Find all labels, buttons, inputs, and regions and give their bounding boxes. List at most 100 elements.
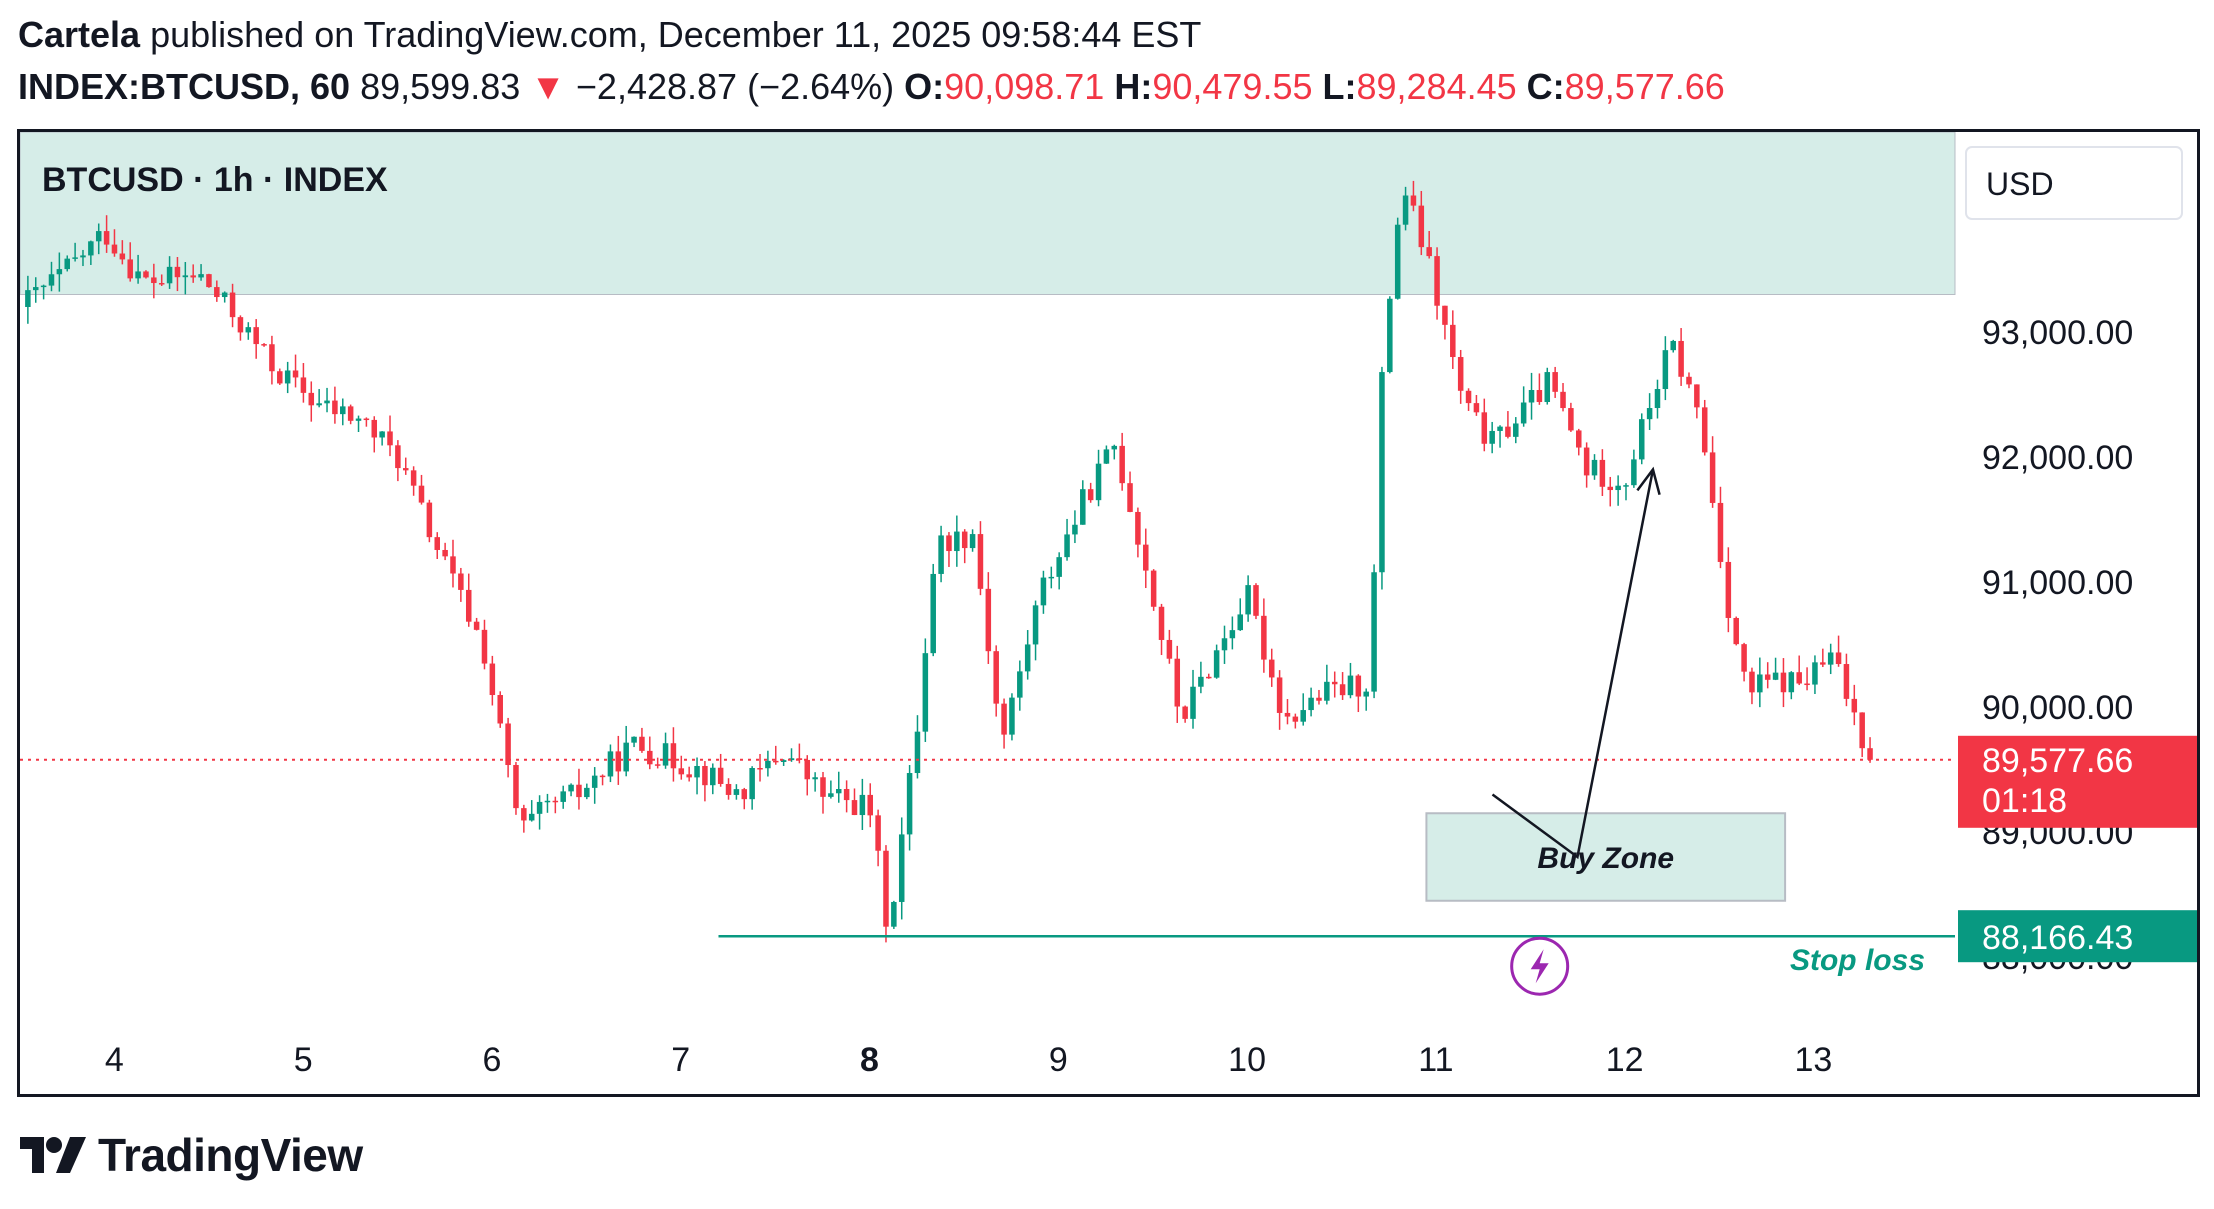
candle-body[interactable] xyxy=(111,244,118,254)
candle-body[interactable] xyxy=(891,901,897,927)
candle-body[interactable] xyxy=(1324,681,1330,701)
candle-body[interactable] xyxy=(851,800,858,816)
candle-body[interactable] xyxy=(1497,426,1503,431)
candle-body[interactable] xyxy=(528,813,535,821)
candle-body[interactable] xyxy=(1229,630,1236,639)
candle-body[interactable] xyxy=(835,789,842,794)
candle-body[interactable] xyxy=(654,764,661,766)
candle-body[interactable] xyxy=(906,773,913,835)
candle-body[interactable] xyxy=(560,791,566,802)
candle-body[interactable] xyxy=(332,400,338,415)
candle-body[interactable] xyxy=(1780,672,1787,693)
candle-body[interactable] xyxy=(1198,676,1204,687)
candle-body[interactable] xyxy=(1135,511,1141,545)
candle-body[interactable] xyxy=(568,784,574,792)
candle-body[interactable] xyxy=(710,767,716,786)
candle-body[interactable] xyxy=(1576,430,1582,448)
candle-body[interactable] xyxy=(639,736,645,751)
candle-body[interactable] xyxy=(552,800,559,803)
candle-body[interactable] xyxy=(127,259,133,279)
author-name[interactable]: Cartela xyxy=(18,14,141,55)
candle-body[interactable] xyxy=(773,760,779,763)
candle-body[interactable] xyxy=(741,789,748,800)
candle-body[interactable] xyxy=(182,275,189,278)
candle-body[interactable] xyxy=(1292,716,1299,722)
candle-body[interactable] xyxy=(1505,426,1511,437)
candle-body[interactable] xyxy=(1820,662,1826,665)
candle-body[interactable] xyxy=(1749,671,1755,693)
candle-body[interactable] xyxy=(599,775,606,778)
candle-body[interactable] xyxy=(347,406,354,421)
candle-body[interactable] xyxy=(25,290,31,307)
candle-body[interactable] xyxy=(914,731,921,774)
candle-body[interactable] xyxy=(1213,650,1220,678)
candle-body[interactable] xyxy=(1662,350,1669,390)
candle-body[interactable] xyxy=(1442,305,1448,325)
candle-body[interactable] xyxy=(1465,390,1472,404)
candle-body[interactable] xyxy=(1048,576,1055,579)
candle-body[interactable] xyxy=(316,403,322,406)
candle-body[interactable] xyxy=(72,257,78,259)
candle-body[interactable] xyxy=(804,759,811,780)
candle-body[interactable] xyxy=(229,292,236,318)
candle-body[interactable] xyxy=(56,269,63,275)
candle-body[interactable] xyxy=(269,344,275,372)
candle-body[interactable] xyxy=(607,751,614,777)
candle-body[interactable] xyxy=(1481,412,1488,444)
candle-body[interactable] xyxy=(1261,615,1267,660)
currency-selector[interactable] xyxy=(1965,146,2183,220)
candle-body[interactable] xyxy=(497,695,503,724)
candle-body[interactable] xyxy=(662,743,669,766)
candle-body[interactable] xyxy=(253,327,259,345)
candle-body[interactable] xyxy=(1615,485,1621,491)
candle-body[interactable] xyxy=(206,274,212,288)
candle-body[interactable] xyxy=(1308,697,1314,711)
candle-body[interactable] xyxy=(1253,585,1259,616)
candle-body[interactable] xyxy=(1355,675,1362,697)
candle-body[interactable] xyxy=(1544,372,1551,403)
candle-body[interactable] xyxy=(1017,671,1023,698)
candle-body[interactable] xyxy=(623,742,629,772)
candle-body[interactable] xyxy=(757,768,763,770)
candle-body[interactable] xyxy=(308,392,315,406)
candle-body[interactable] xyxy=(513,765,519,809)
candle-body[interactable] xyxy=(536,801,543,814)
candle-body[interactable] xyxy=(1804,683,1810,686)
candle-body[interactable] xyxy=(1788,672,1795,693)
candle-body[interactable] xyxy=(1678,340,1684,377)
candle-body[interactable] xyxy=(694,765,700,778)
candle-body[interactable] xyxy=(1772,672,1779,680)
candle-body[interactable] xyxy=(1733,617,1739,645)
candle-body[interactable] xyxy=(1205,676,1212,679)
candle-body[interactable] xyxy=(363,418,370,421)
candle-body[interactable] xyxy=(300,377,307,393)
candle-body[interactable] xyxy=(355,418,362,421)
candle-body[interactable] xyxy=(1599,459,1606,487)
candle-body[interactable] xyxy=(1095,463,1102,501)
candle-body[interactable] xyxy=(1103,449,1110,464)
candle-body[interactable] xyxy=(426,502,433,538)
candle-body[interactable] xyxy=(214,287,220,298)
candle-body[interactable] xyxy=(922,653,929,732)
candle-body[interactable] xyxy=(1701,407,1708,453)
candle-body[interactable] xyxy=(521,808,527,821)
candle-body[interactable] xyxy=(1489,430,1495,444)
candle-body[interactable] xyxy=(450,556,456,574)
candle-body[interactable] xyxy=(1426,247,1432,257)
candle-body[interactable] xyxy=(473,621,480,630)
candle-body[interactable] xyxy=(1150,570,1157,607)
candle-body[interactable] xyxy=(1646,408,1653,420)
candle-body[interactable] xyxy=(371,419,378,438)
candle-body[interactable] xyxy=(1418,205,1425,248)
candle-body[interactable] xyxy=(993,651,999,704)
candle-body[interactable] xyxy=(340,406,346,415)
candle-body[interactable] xyxy=(1725,561,1732,618)
candle-body[interactable] xyxy=(985,588,992,652)
candle-body[interactable] xyxy=(1158,606,1165,640)
candle-body[interactable] xyxy=(1513,423,1519,437)
candle-body[interactable] xyxy=(1166,639,1173,659)
candle-body[interactable] xyxy=(1686,376,1692,385)
candle-body[interactable] xyxy=(898,834,905,902)
candle-body[interactable] xyxy=(324,400,330,404)
candle-body[interactable] xyxy=(733,789,740,795)
